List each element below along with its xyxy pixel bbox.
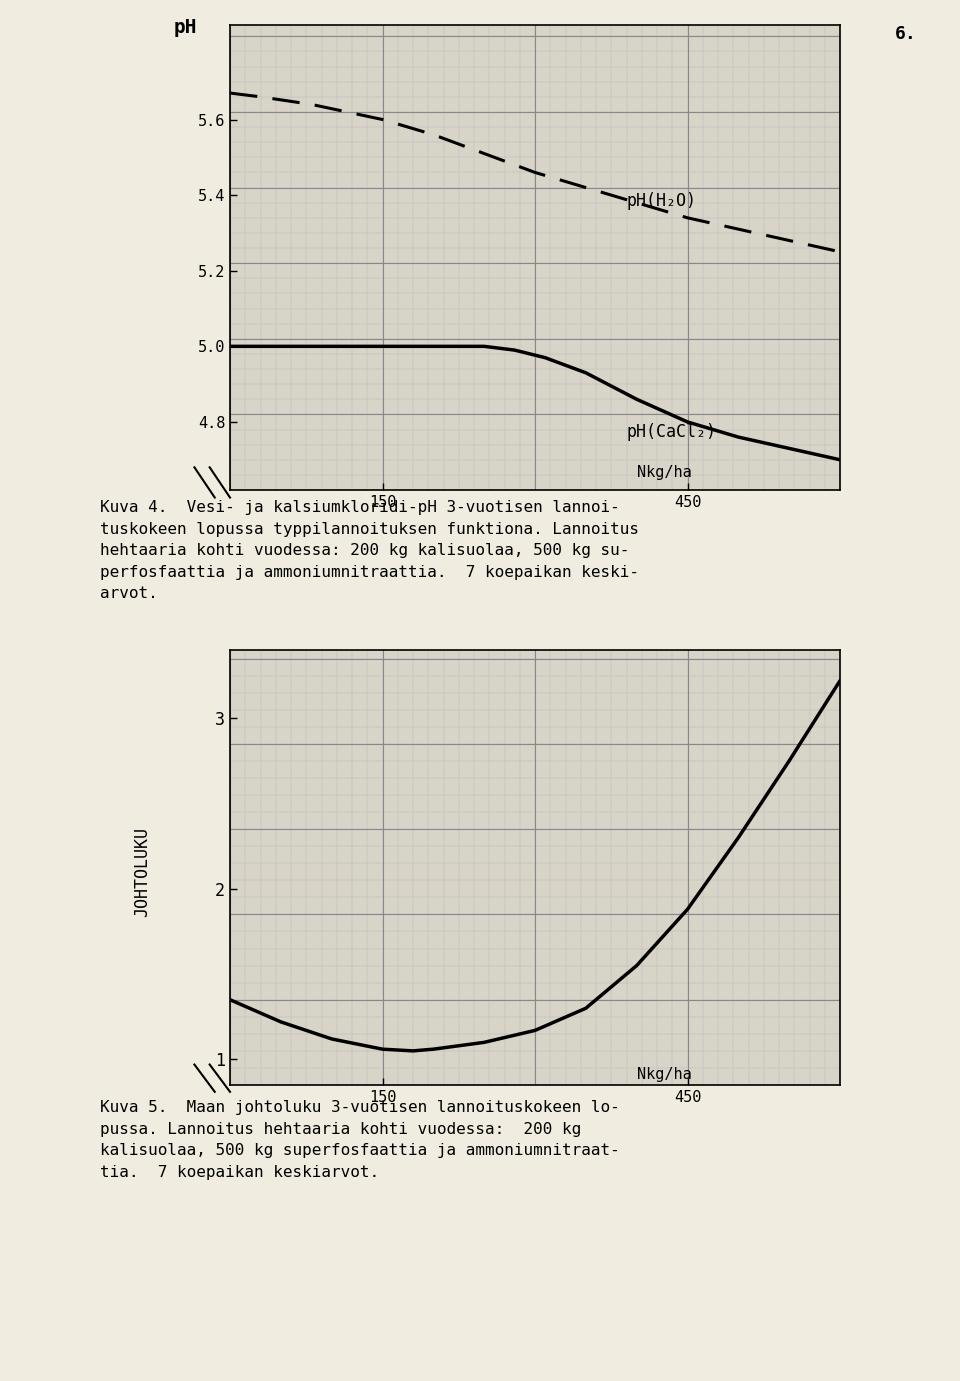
Text: Nkg/ha: Nkg/ha (636, 465, 691, 479)
Text: pH(H₂O): pH(H₂O) (627, 192, 697, 210)
Text: 6.: 6. (895, 25, 917, 43)
Text: Nkg/ha: Nkg/ha (636, 1068, 691, 1083)
Text: Kuva 5.  Maan johtoluku 3-vuotisen lannoituskokeen lo-
pussa. Lannoitus hehtaari: Kuva 5. Maan johtoluku 3-vuotisen lannoi… (100, 1101, 620, 1179)
Text: pH(CaCl₂): pH(CaCl₂) (627, 423, 716, 441)
Text: pH: pH (174, 18, 198, 36)
Text: Kuva 4.  Vesi- ja kalsiumkloridi-pH 3-vuotisen lannoi-
tuskokeen lopussa typpila: Kuva 4. Vesi- ja kalsiumkloridi-pH 3-vuo… (100, 500, 639, 601)
Text: JOHTOLUKU: JOHTOLUKU (133, 827, 152, 917)
